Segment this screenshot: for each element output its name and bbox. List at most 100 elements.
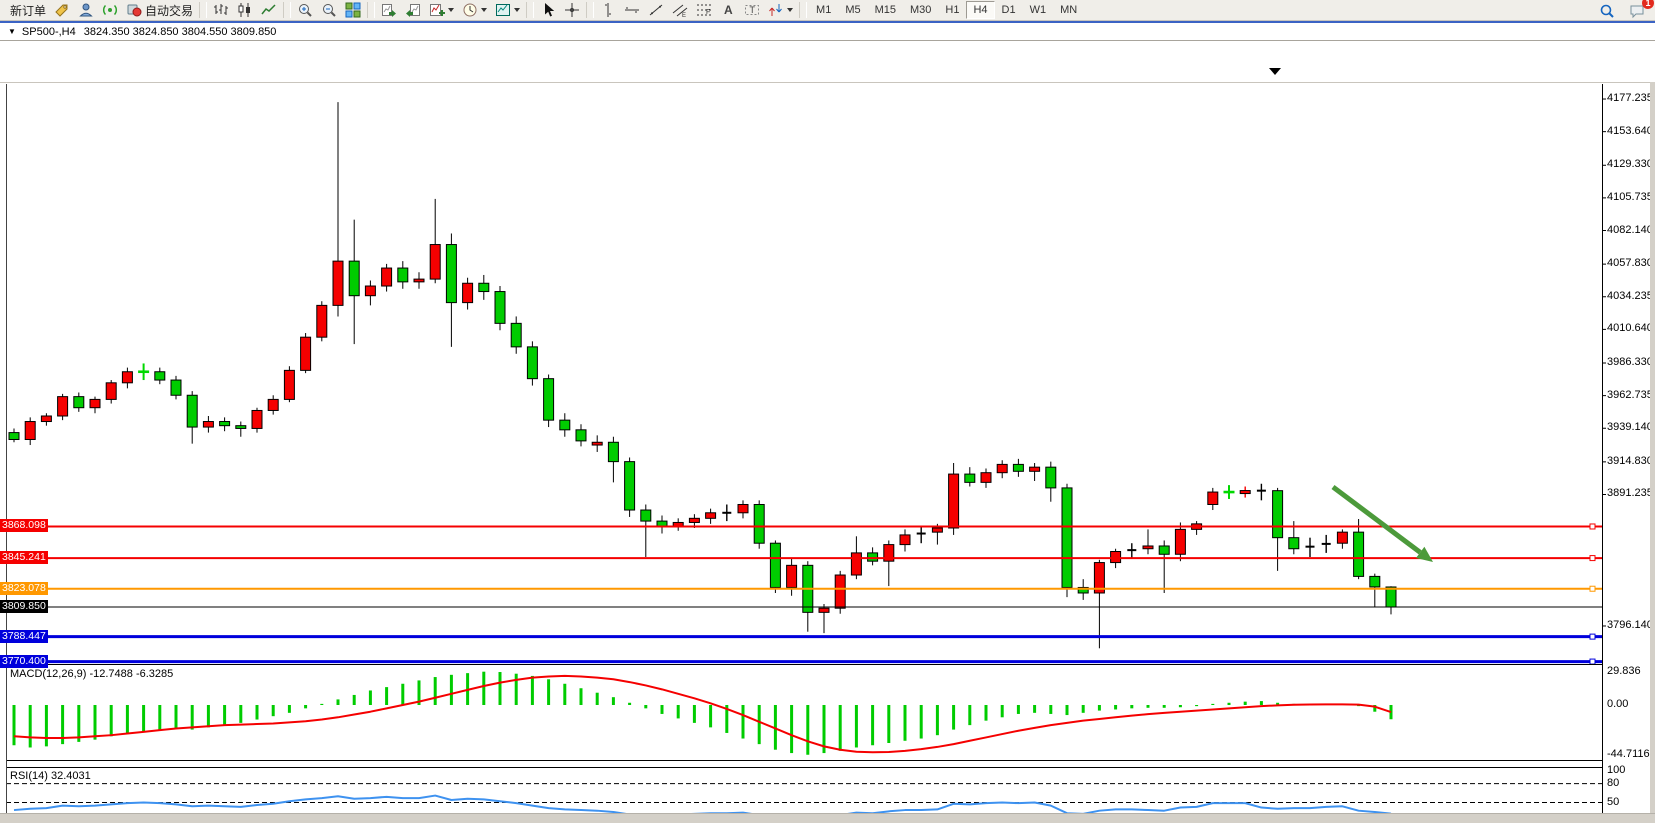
fibonacci-button[interactable]: F [692, 0, 716, 21]
line-handle[interactable] [1589, 633, 1596, 640]
candle [1158, 545, 1170, 555]
profile-next-button[interactable] [377, 0, 401, 21]
svg-text:F: F [706, 9, 710, 16]
text-button[interactable]: A [716, 0, 740, 21]
search-icon[interactable] [1595, 0, 1619, 21]
zoom-out-button[interactable] [317, 0, 341, 21]
candlestick-chart-button[interactable] [233, 0, 257, 21]
timeframe-m15-button[interactable]: M15 [874, 4, 896, 16]
candle [73, 396, 85, 409]
candle [494, 291, 506, 324]
timeframe-w1-button[interactable]: W1 [1029, 4, 1047, 16]
price-tick-label: 3962.735 [1607, 388, 1653, 401]
main-toolbar: 新订单 自动交易 E F A T M1 M5 M15 M30 H1 H4 D1 W1 MN [0, 0, 1655, 21]
candle [154, 371, 166, 381]
collapse-icon[interactable]: ▼ [8, 27, 16, 36]
tile-windows-button[interactable] [341, 0, 365, 21]
chart-shift-marker-icon[interactable] [1269, 68, 1281, 75]
candle [1029, 466, 1041, 472]
arrow-annotation-head[interactable] [1416, 546, 1433, 562]
macd-tick-label: -44.7116 [1607, 747, 1650, 760]
cursor-icon [545, 3, 555, 17]
chat-icon[interactable]: 1 [1625, 0, 1654, 21]
horizontal-line-button[interactable] [620, 0, 644, 21]
signals-button[interactable] [98, 0, 122, 21]
timeframe-m5-button[interactable]: M5 [845, 4, 861, 16]
autotrading-button-label: 自动交易 [145, 3, 194, 18]
price-tick-label: 4177.235 [1607, 92, 1653, 105]
add-indicator-button[interactable] [425, 0, 458, 21]
periods-clock-button[interactable] [458, 0, 491, 21]
crosshair-button[interactable] [560, 0, 584, 21]
chart-plot[interactable]: 3868.098 3845.241 3823.078 3788.447 3770.400… [0, 41, 1655, 823]
profile-prev-button[interactable] [401, 0, 425, 21]
arrows-button[interactable] [764, 0, 797, 21]
crosshair-icon [565, 3, 580, 17]
zoom-in-button[interactable] [293, 0, 317, 21]
timeframe-h1-button[interactable]: H1 [945, 4, 960, 16]
line-chart-button[interactable] [257, 0, 281, 21]
candle [202, 421, 214, 428]
dropdown-caret-icon [481, 8, 488, 12]
bar-chart-icon [214, 4, 229, 15]
candle [980, 472, 992, 483]
dropdown-caret-icon [514, 8, 521, 12]
timeframe-m1-button[interactable]: M1 [816, 4, 832, 16]
candle [413, 278, 425, 283]
timeframe-h4-button[interactable]: H4 [966, 1, 995, 19]
timeframe-m30-button[interactable]: M30 [910, 4, 932, 16]
trendline-button[interactable] [644, 0, 668, 21]
candle [1369, 575, 1381, 588]
chart-titlebar[interactable]: ▼ SP500-,H4 3824.350 3824.850 3804.550 3… [0, 23, 1655, 41]
candle [186, 394, 198, 428]
candle [818, 607, 830, 613]
zoom-in-icon [299, 4, 312, 17]
price-line-label: 3868.098 [0, 519, 48, 533]
add-indicator-icon [430, 4, 446, 16]
line-handle[interactable] [1589, 658, 1596, 665]
candle [381, 267, 393, 287]
quotes-tag-button[interactable] [50, 0, 74, 21]
templates-button[interactable] [491, 0, 524, 21]
candle [251, 409, 263, 429]
price-tick-label: 4129.330 [1607, 158, 1653, 171]
equidistant-channel-button[interactable]: E [668, 0, 692, 21]
macd-tick-label: 29.836 [1607, 664, 1641, 677]
arrow-annotation[interactable] [1331, 485, 1422, 555]
candle [899, 534, 911, 546]
zoom-out-icon [323, 4, 336, 17]
candle [235, 425, 247, 429]
svg-text:E: E [682, 13, 686, 18]
rsi-tick-label: 50 [1607, 795, 1620, 808]
cursor-button[interactable] [536, 0, 560, 21]
line-handle[interactable] [1589, 555, 1596, 562]
candle [1142, 545, 1154, 550]
price-line-label: 3845.241 [0, 551, 48, 565]
candlestick-chart-icon [238, 3, 251, 17]
text-label-button[interactable]: T [740, 0, 764, 21]
timeframe-d1-button[interactable]: D1 [1001, 4, 1016, 16]
svg-text:T: T [750, 5, 756, 15]
signals-icon [103, 4, 117, 16]
text-label-icon: T [745, 5, 760, 15]
bar-chart-button[interactable] [209, 0, 233, 21]
candle [1353, 531, 1365, 577]
chart-title-symbol: SP500-,H4 [21, 25, 76, 38]
autotrading-button[interactable]: 自动交易 [122, 0, 197, 21]
candle [121, 371, 133, 384]
candle [543, 378, 555, 421]
candle [931, 527, 943, 533]
new-order-button[interactable]: 新订单 [3, 0, 50, 21]
price-tick-label: 4034.235 [1607, 289, 1653, 302]
timeframe-mn-button[interactable]: MN [1060, 4, 1078, 16]
candle [364, 285, 376, 297]
accounts-button[interactable] [74, 0, 98, 21]
candle [996, 463, 1008, 474]
toolbar-right-group: 1 [1595, 0, 1654, 21]
candle [1093, 562, 1105, 594]
candle [883, 544, 895, 562]
vertical-line-button[interactable] [596, 0, 620, 21]
line-handle[interactable] [1589, 585, 1596, 592]
candle [786, 564, 798, 588]
line-handle[interactable] [1589, 523, 1596, 530]
